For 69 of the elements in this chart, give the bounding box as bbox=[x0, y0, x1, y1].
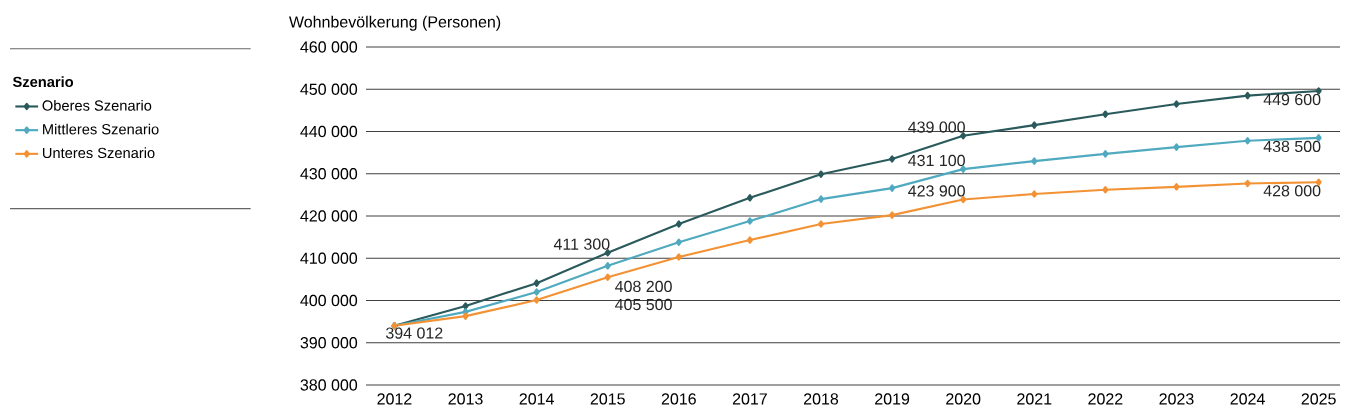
point bbox=[462, 312, 469, 320]
point bbox=[1244, 137, 1251, 145]
point bbox=[746, 217, 753, 225]
data-label: 411 300 bbox=[553, 238, 610, 250]
data-label: 423 900 bbox=[908, 185, 965, 197]
y-tick-label: 450 000 bbox=[300, 83, 358, 95]
data-label: 431 100 bbox=[908, 154, 965, 167]
point bbox=[462, 302, 469, 310]
data-label: 405 500 bbox=[615, 298, 672, 311]
x-tick-label: 2015 bbox=[590, 393, 625, 405]
point bbox=[1031, 190, 1038, 198]
point bbox=[1102, 110, 1109, 118]
point bbox=[746, 236, 753, 244]
x-tick-label: 2021 bbox=[1017, 393, 1052, 405]
y-axis-title: Wohnbevölkerung (Personen) bbox=[289, 15, 501, 31]
point bbox=[817, 220, 825, 228]
data-label: 408 200 bbox=[615, 280, 672, 293]
point bbox=[889, 184, 896, 192]
legend-label: Unteres Szenario bbox=[42, 147, 155, 159]
y-tick-label: 440 000 bbox=[300, 125, 358, 138]
x-tick-label: 2012 bbox=[377, 393, 412, 405]
x-tick-label: 2025 bbox=[1301, 393, 1336, 405]
x-tick-label: 2014 bbox=[519, 393, 554, 405]
point bbox=[1244, 179, 1251, 188]
x-tick-label: 2017 bbox=[732, 393, 767, 405]
legend-title: Szenario bbox=[12, 76, 74, 88]
x-tick-label: 2020 bbox=[946, 393, 981, 405]
x-tick-label: 2023 bbox=[1159, 393, 1194, 405]
y-tick-label: 460 000 bbox=[300, 41, 358, 53]
legend-label: Mittleres Szenario bbox=[43, 123, 159, 135]
data-label: 394 012 bbox=[385, 327, 443, 339]
point bbox=[889, 155, 896, 163]
x-tick-label: 2019 bbox=[875, 393, 910, 405]
point bbox=[746, 194, 753, 202]
data-label: 449 600 bbox=[1263, 93, 1321, 106]
point bbox=[675, 220, 682, 228]
y-tick-label: 410 000 bbox=[300, 252, 358, 264]
legend-label: Oberes Szenario bbox=[42, 99, 152, 111]
x-tick-label: 2013 bbox=[448, 393, 483, 405]
x-tick-label: 2018 bbox=[804, 393, 839, 405]
point bbox=[1102, 186, 1109, 194]
y-tick-label: 420 000 bbox=[300, 210, 358, 222]
data-label: 428 000 bbox=[1263, 185, 1321, 197]
point bbox=[1173, 183, 1180, 191]
x-tick-label: 2022 bbox=[1088, 393, 1123, 405]
y-tick-label: 380 000 bbox=[300, 379, 358, 391]
point bbox=[1031, 157, 1038, 165]
point bbox=[889, 211, 896, 219]
data-label: 439 000 bbox=[908, 121, 965, 133]
point bbox=[533, 296, 540, 304]
point bbox=[675, 253, 682, 261]
point bbox=[675, 238, 682, 246]
point bbox=[533, 288, 540, 296]
point bbox=[817, 170, 825, 178]
point bbox=[604, 273, 611, 281]
y-tick-label: 430 000 bbox=[300, 168, 358, 180]
point bbox=[1173, 143, 1180, 151]
point bbox=[1244, 91, 1251, 100]
point bbox=[604, 262, 611, 270]
point bbox=[817, 195, 825, 203]
point bbox=[1102, 150, 1109, 158]
point bbox=[1031, 121, 1038, 129]
x-tick-label: 2016 bbox=[661, 393, 696, 405]
point bbox=[533, 279, 540, 287]
y-tick-label: 400 000 bbox=[300, 294, 358, 307]
x-tick-label: 2024 bbox=[1230, 393, 1265, 405]
y-tick-label: 390 000 bbox=[300, 337, 358, 349]
point bbox=[1173, 100, 1180, 108]
data-label: 438 500 bbox=[1263, 140, 1321, 153]
